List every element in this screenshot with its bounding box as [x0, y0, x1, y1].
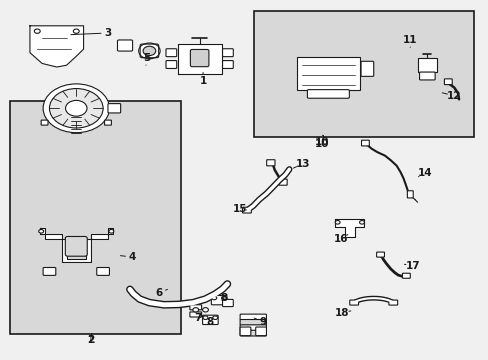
Text: 5: 5: [143, 53, 150, 63]
FancyBboxPatch shape: [266, 160, 274, 166]
Polygon shape: [334, 220, 364, 237]
Bar: [417, 58, 436, 72]
FancyBboxPatch shape: [419, 72, 434, 80]
FancyBboxPatch shape: [240, 314, 266, 320]
FancyBboxPatch shape: [402, 273, 409, 278]
FancyBboxPatch shape: [444, 79, 451, 85]
Text: 14: 14: [417, 168, 431, 178]
FancyBboxPatch shape: [376, 252, 384, 257]
FancyBboxPatch shape: [65, 237, 87, 256]
Circle shape: [73, 29, 79, 33]
Circle shape: [49, 89, 103, 128]
Text: 11: 11: [402, 35, 417, 45]
Circle shape: [34, 29, 40, 33]
FancyBboxPatch shape: [97, 267, 109, 275]
Text: 12: 12: [446, 91, 461, 101]
Polygon shape: [40, 228, 113, 262]
Circle shape: [65, 100, 87, 116]
FancyBboxPatch shape: [104, 120, 111, 125]
FancyBboxPatch shape: [165, 49, 176, 57]
Text: 9: 9: [259, 317, 266, 327]
Circle shape: [221, 296, 226, 300]
FancyBboxPatch shape: [222, 300, 233, 307]
Circle shape: [359, 221, 364, 224]
FancyBboxPatch shape: [211, 296, 226, 305]
FancyBboxPatch shape: [360, 61, 373, 76]
FancyBboxPatch shape: [240, 327, 250, 336]
Text: 10: 10: [315, 139, 329, 149]
FancyBboxPatch shape: [190, 49, 208, 67]
FancyBboxPatch shape: [222, 60, 233, 68]
Circle shape: [139, 43, 160, 59]
Text: 8: 8: [206, 317, 214, 327]
Text: 7: 7: [194, 313, 202, 323]
FancyBboxPatch shape: [240, 330, 266, 336]
Circle shape: [202, 308, 208, 312]
FancyBboxPatch shape: [407, 191, 412, 198]
FancyBboxPatch shape: [165, 60, 176, 68]
Text: 2: 2: [87, 334, 94, 345]
Circle shape: [211, 296, 216, 300]
FancyBboxPatch shape: [240, 319, 266, 325]
Text: 15: 15: [232, 204, 246, 214]
FancyBboxPatch shape: [108, 104, 121, 113]
Bar: [296, 57, 359, 90]
FancyBboxPatch shape: [349, 300, 358, 305]
Circle shape: [39, 229, 43, 233]
FancyBboxPatch shape: [189, 312, 201, 317]
FancyBboxPatch shape: [202, 315, 218, 324]
Circle shape: [203, 316, 207, 319]
Text: 1: 1: [199, 76, 206, 86]
FancyBboxPatch shape: [41, 120, 48, 125]
Text: 3: 3: [104, 28, 111, 38]
FancyBboxPatch shape: [278, 179, 286, 185]
FancyBboxPatch shape: [240, 325, 266, 330]
Text: 16: 16: [333, 234, 347, 244]
Bar: [10, 101, 181, 334]
FancyBboxPatch shape: [307, 90, 348, 98]
FancyBboxPatch shape: [43, 267, 56, 275]
Bar: [254, 12, 473, 137]
Circle shape: [43, 84, 109, 133]
Circle shape: [192, 308, 198, 312]
FancyBboxPatch shape: [255, 327, 266, 336]
FancyBboxPatch shape: [388, 300, 397, 305]
Text: 18: 18: [334, 308, 348, 318]
FancyBboxPatch shape: [361, 140, 368, 146]
Text: 10: 10: [315, 138, 329, 147]
Circle shape: [212, 316, 217, 319]
Circle shape: [334, 221, 339, 224]
Text: 17: 17: [405, 261, 419, 271]
FancyBboxPatch shape: [242, 207, 251, 213]
Polygon shape: [177, 44, 221, 74]
Text: 2: 2: [87, 334, 94, 345]
FancyBboxPatch shape: [189, 305, 201, 310]
Text: 13: 13: [295, 159, 309, 169]
Circle shape: [109, 229, 114, 233]
Text: 6: 6: [155, 288, 163, 298]
FancyBboxPatch shape: [222, 49, 233, 57]
Text: 8: 8: [220, 293, 227, 303]
FancyBboxPatch shape: [117, 40, 132, 51]
Text: 4: 4: [128, 252, 136, 262]
Circle shape: [143, 46, 156, 55]
Polygon shape: [30, 26, 83, 67]
